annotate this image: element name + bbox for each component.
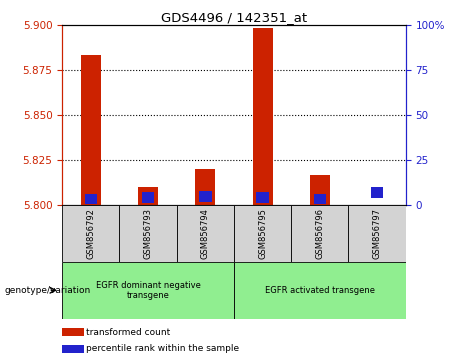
- Bar: [349, 205, 406, 262]
- Text: EGFR activated transgene: EGFR activated transgene: [265, 286, 375, 295]
- Bar: [195, 169, 215, 205]
- Bar: [62, 205, 119, 262]
- Text: percentile rank within the sample: percentile rank within the sample: [86, 344, 239, 354]
- Bar: [199, 191, 212, 202]
- Bar: [62, 345, 84, 353]
- Bar: [256, 192, 269, 202]
- Text: GSM856794: GSM856794: [201, 208, 210, 259]
- Text: EGFR dominant negative
transgene: EGFR dominant negative transgene: [96, 281, 201, 300]
- Text: GSM856793: GSM856793: [143, 208, 153, 259]
- Bar: [234, 205, 291, 262]
- Bar: [81, 56, 101, 205]
- Text: transformed count: transformed count: [86, 328, 171, 337]
- Bar: [84, 194, 97, 204]
- Bar: [253, 28, 272, 205]
- Bar: [177, 205, 234, 262]
- Title: GDS4496 / 142351_at: GDS4496 / 142351_at: [161, 11, 307, 24]
- Bar: [62, 328, 84, 336]
- Bar: [138, 187, 158, 205]
- Bar: [234, 262, 406, 319]
- Bar: [291, 205, 349, 262]
- Bar: [62, 262, 234, 319]
- Text: GSM856795: GSM856795: [258, 208, 267, 259]
- Bar: [119, 205, 177, 262]
- Text: genotype/variation: genotype/variation: [5, 286, 91, 295]
- Bar: [313, 194, 326, 204]
- Bar: [142, 192, 154, 202]
- Text: GSM856796: GSM856796: [315, 208, 325, 259]
- Text: GSM856797: GSM856797: [372, 208, 382, 259]
- Text: GSM856792: GSM856792: [86, 208, 95, 259]
- Bar: [371, 187, 384, 198]
- Bar: [310, 175, 330, 205]
